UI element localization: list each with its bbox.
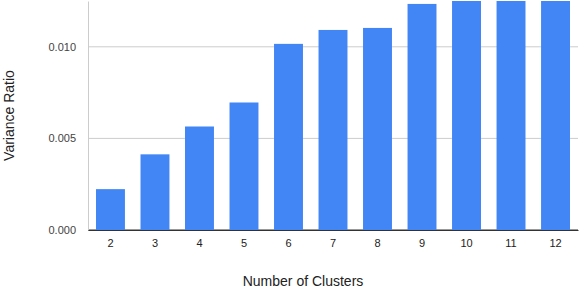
x-axis-title: Number of Clusters (243, 273, 364, 289)
x-tick: 9 (419, 230, 425, 249)
y-tick-label: 0.005 (48, 132, 76, 144)
x-tick: 3 (152, 230, 158, 249)
plot: 0.000 0.005 0.010 2 3 4 5 6 7 8 9 10 11 12 (48, 1, 578, 249)
x-tick-label: 9 (419, 237, 425, 249)
x-tick: 4 (196, 230, 202, 249)
x-tick: 12 (549, 230, 561, 249)
bars (96, 1, 570, 230)
x-tick-label: 10 (460, 237, 472, 249)
chart: 0.000 0.005 0.010 2 3 4 5 6 7 8 9 10 11 12 Number of C… (0, 0, 586, 292)
bar (230, 102, 259, 230)
bar (319, 30, 348, 230)
y-axis-title: Variance Ratio (1, 70, 17, 161)
x-tick: 7 (330, 230, 336, 249)
bar (408, 4, 437, 230)
y-tick: 0.010 (48, 41, 88, 53)
bar (141, 154, 170, 230)
bar (541, 1, 570, 230)
bar (274, 44, 303, 230)
x-tick: 6 (285, 230, 291, 249)
x-tick-label: 11 (505, 237, 516, 249)
bar (497, 1, 526, 230)
y-axis-line (88, 2, 89, 231)
x-tick-label: 7 (330, 237, 336, 249)
x-tick-label: 4 (196, 237, 202, 249)
x-tick-label: 6 (285, 237, 291, 249)
x-axis-line (89, 230, 579, 231)
x-tick: 11 (505, 230, 516, 249)
x-tick-label: 8 (374, 237, 380, 249)
y-tick-label: 0.010 (48, 41, 76, 53)
bar (452, 1, 481, 230)
x-tick-label: 2 (107, 237, 113, 249)
x-axis: 2 3 4 5 6 7 8 9 10 11 12 (89, 230, 579, 249)
y-tick: 0.005 (48, 132, 88, 144)
y-axis: 0.000 0.005 0.010 (48, 2, 88, 237)
bar (185, 126, 214, 230)
x-tick: 8 (374, 230, 380, 249)
bar (363, 28, 392, 230)
bar (96, 189, 125, 230)
x-tick-label: 5 (241, 237, 247, 249)
x-tick: 10 (460, 230, 472, 249)
x-tick: 2 (107, 230, 113, 249)
y-tick-label: 0.000 (48, 224, 76, 236)
x-tick-label: 12 (549, 237, 561, 249)
y-tick: 0.000 (48, 224, 88, 236)
x-tick: 5 (241, 230, 247, 249)
x-tick-label: 3 (152, 237, 158, 249)
